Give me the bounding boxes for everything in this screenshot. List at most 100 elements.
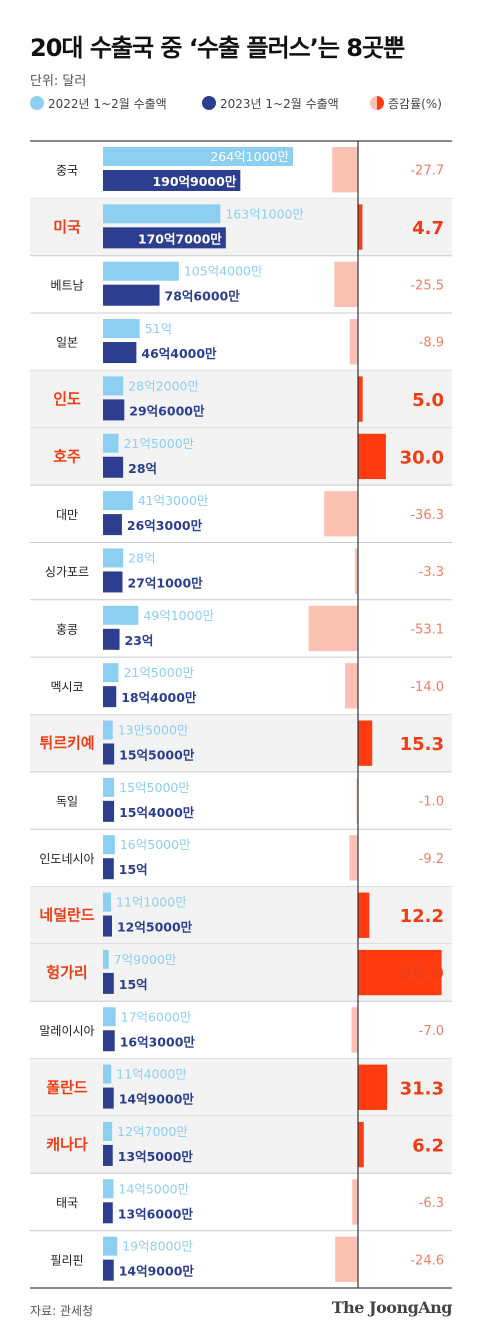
highlight-row-bg — [30, 427, 452, 486]
bar-label-2022: 11억4000만 — [116, 1067, 187, 1082]
highlight-row-bg — [30, 714, 452, 772]
category-label: 태국 — [56, 1196, 78, 1210]
bar-2023 — [103, 1030, 115, 1052]
category-label: 미국 — [53, 218, 81, 236]
change-value-label: -8.9 — [419, 336, 444, 351]
bar-label-2022: 12억7000만 — [117, 1124, 188, 1139]
bar-label-2023: 15억 — [119, 977, 148, 992]
change-bar-positive — [358, 1121, 364, 1168]
source-note: 자료: 관세청 — [30, 1304, 94, 1318]
legend-label-2023: 2023년 1~2월 수출액 — [220, 96, 339, 111]
bar-2022 — [103, 147, 293, 166]
chart-title: 20대 수출국 중 ‘수출 플러스’는 8곳뿐 — [30, 34, 405, 62]
bar-2023 — [103, 1087, 114, 1109]
brand-logo: The JoongAng — [331, 1298, 453, 1317]
change-value-label: -27.7 — [410, 164, 444, 179]
bar-2023 — [103, 227, 226, 249]
bar-2023 — [103, 456, 124, 478]
highlight-row-bg — [30, 370, 452, 428]
bar-label-2022: 264억1000만 — [210, 149, 289, 164]
bar-2022 — [103, 949, 109, 969]
change-value-label: -36.3 — [410, 508, 444, 523]
highlight-row-bg — [30, 198, 452, 256]
change-value-label: -14.0 — [410, 680, 444, 695]
change-value-label: 30.0 — [400, 447, 444, 468]
bar-2022 — [103, 835, 115, 855]
bar-label-2022: 28억 — [128, 550, 155, 565]
bar-2022 — [103, 663, 119, 683]
half-circle-icon — [370, 96, 384, 110]
legend-swatch-2023 — [202, 96, 216, 110]
bar-label-2023: 190억9000만 — [152, 174, 236, 189]
change-bar-negative — [349, 319, 358, 365]
bar-label-2023: 15억4000만 — [119, 805, 195, 820]
category-label: 인도 — [53, 390, 81, 408]
category-label: 멕시코 — [50, 680, 83, 694]
category-label: 홍콩 — [56, 622, 78, 636]
change-value-label: -9.2 — [419, 852, 444, 867]
legend-swatch-2022 — [30, 96, 44, 110]
bar-2023 — [103, 1202, 113, 1224]
legend: 2022년 1~2월 수출액 2023년 1~2월 수출액 증감률(%) — [30, 93, 460, 113]
bar-label-2022: 14억5000만 — [118, 1181, 189, 1196]
legend-item-2022: 2022년 1~2월 수출액 — [30, 93, 167, 113]
legend-label-change: 증감률(%) — [388, 96, 442, 111]
bar-label-2023: 170억7000만 — [138, 231, 222, 246]
bar-2023 — [103, 686, 117, 708]
bar-label-2023: 15억 — [119, 862, 148, 877]
category-label: 캐나다 — [46, 1136, 88, 1154]
bar-2023 — [103, 284, 160, 306]
category-label: 필리핀 — [50, 1253, 83, 1267]
bar-2022 — [103, 605, 139, 625]
bar-2023 — [103, 743, 115, 765]
change-bar-negative — [349, 835, 358, 881]
change-value-label: -6.3 — [419, 1196, 444, 1211]
change-bar-negative — [354, 548, 358, 594]
category-label: 베트남 — [50, 278, 83, 292]
bar-label-2022: 16억5000만 — [120, 837, 191, 852]
change-bar-positive — [358, 1064, 388, 1110]
category-label: 말레이시아 — [39, 1024, 94, 1038]
category-label: 폴란드 — [46, 1078, 88, 1096]
change-value-label: -24.6 — [410, 1253, 444, 1268]
bar-2022 — [103, 1121, 113, 1141]
bar-label-2023: 18억4000만 — [121, 690, 197, 705]
change-value-label: 31.3 — [400, 1078, 444, 1099]
change-value-label: 4.7 — [412, 218, 444, 239]
change-bar-positive — [358, 892, 370, 938]
category-label: 대만 — [56, 508, 78, 522]
change-bar-negative — [352, 1179, 358, 1225]
bar-label-2023: 12억5000만 — [117, 920, 193, 935]
change-value-label: 89.9 — [400, 964, 444, 985]
bar-2022 — [103, 892, 111, 912]
change-bar-negative — [332, 147, 358, 193]
bar-2023 — [103, 628, 120, 650]
unit-label: 단위: 달러 — [30, 74, 87, 89]
change-value-label: 5.0 — [412, 390, 444, 411]
bar-label-2022: 21억5000만 — [123, 436, 194, 451]
bar-label-2022: 28억2000만 — [128, 378, 199, 393]
category-label: 호주 — [53, 447, 81, 465]
change-value-label: -25.5 — [410, 278, 444, 293]
bar-label-2023: 29억6000만 — [129, 403, 205, 418]
highlight-row-bg — [30, 886, 452, 944]
bar-label-2023: 78억6000만 — [165, 289, 241, 304]
change-bar-negative — [344, 663, 358, 709]
category-label: 일본 — [56, 336, 78, 350]
change-bar-negative — [324, 491, 358, 537]
change-bar-negative — [351, 1007, 358, 1053]
bar-2023 — [103, 1144, 113, 1166]
bar-2023 — [103, 571, 123, 593]
bar-label-2022: 41억3000만 — [138, 493, 209, 508]
change-bar-negative — [335, 1236, 358, 1282]
change-bar-positive — [358, 376, 363, 422]
change-bar-negative — [356, 777, 358, 824]
highlight-row-bg — [30, 1058, 452, 1116]
change-value-label: -53.1 — [410, 622, 444, 637]
bar-label-2023: 13억6000만 — [118, 1206, 194, 1221]
change-bar-positive — [358, 720, 373, 766]
bar-label-2023: 13억5000만 — [118, 1149, 194, 1164]
bar-label-2022: 15억5000만 — [119, 780, 190, 795]
bar-2022 — [103, 548, 124, 568]
bar-2022 — [103, 720, 113, 740]
